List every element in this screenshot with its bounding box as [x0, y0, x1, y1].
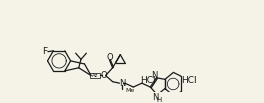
Text: O: O	[100, 71, 107, 80]
Text: F: F	[42, 47, 47, 56]
Text: O: O	[106, 53, 113, 61]
Text: H: H	[156, 97, 161, 103]
Text: N: N	[151, 71, 157, 80]
Bar	[90, 73, 100, 78]
Text: N: N	[119, 79, 125, 88]
Text: HCl: HCl	[140, 76, 155, 85]
Text: HCl: HCl	[181, 76, 197, 85]
Text: Az: Az	[92, 73, 98, 78]
Text: N: N	[152, 93, 158, 102]
Text: Me: Me	[126, 88, 135, 93]
